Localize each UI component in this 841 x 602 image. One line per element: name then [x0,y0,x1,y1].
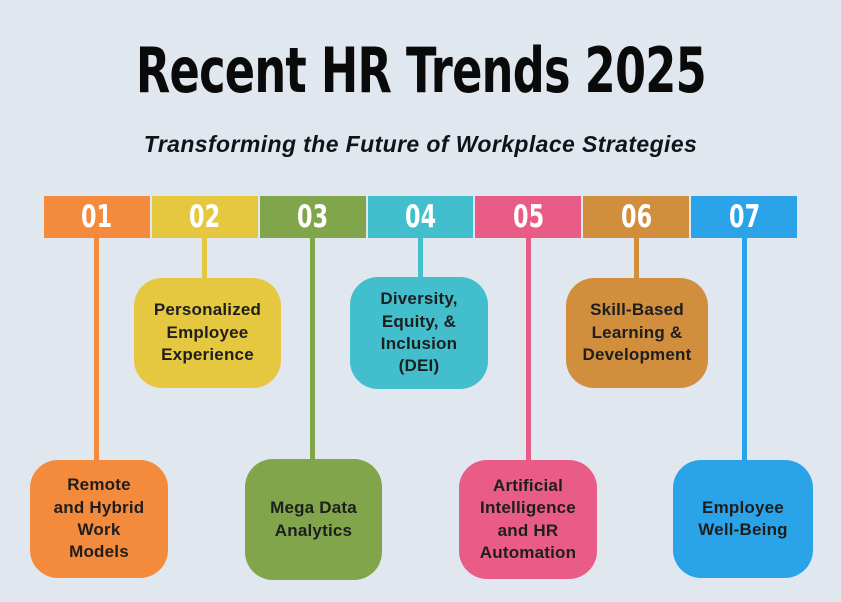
trend-card-label: Employee Well-Being [698,497,788,539]
bar-segment-05: 05 [475,196,582,238]
segment-number-06: 06 [620,199,652,235]
connector-line-04 [418,238,423,277]
connector-line-07 [742,238,747,460]
page-title-text: Recent HR Trends 2025 [135,34,706,107]
trend-card-label: Mega Data Analytics [270,498,357,540]
bar-segment-04: 04 [367,196,474,238]
bar-segment-03: 03 [259,196,366,238]
trend-card-label: Personalized Employee Experience [153,300,262,365]
trend-card-label: Diversity, Equity, & Inclusion (DEI) [380,289,458,376]
trend-card-skill-based-learning: Skill-Based Learning & Development [566,278,708,388]
segment-number-01: 01 [81,199,113,235]
bar-segment-02: 02 [151,196,258,238]
page-title: Recent HR Trends 2025 [0,38,841,103]
segment-number-04: 04 [404,199,437,235]
bar-segment-06: 06 [583,196,690,238]
trend-card-personalized-experience: Personalized Employee Experience [134,278,281,388]
bar-segment-07: 07 [691,196,798,238]
trend-card-mega-data-analytics: Mega Data Analytics [245,459,382,580]
connector-line-02 [202,238,207,278]
trend-number-bar: 01 02 03 04 05 06 07 [44,196,798,238]
connector-line-01 [94,238,99,460]
trend-card-remote-hybrid-work: Remote and Hybrid Work Models [30,460,168,578]
trend-card-employee-well-being: Employee Well-Being [673,460,813,578]
segment-number-03: 03 [297,199,329,235]
segment-number-02: 02 [189,199,221,235]
trend-card-dei: Diversity, Equity, & Inclusion (DEI) [350,277,488,389]
bar-segment-01: 01 [44,196,150,238]
trend-card-label: Skill-Based Learning & Development [582,300,692,365]
trend-card-label: Remote and Hybrid Work Models [53,475,145,562]
page-subtitle: Transforming the Future of Workplace Str… [143,131,698,157]
trend-card-label: Artificial Intelligence and HR Automatio… [479,475,577,562]
connector-line-03 [310,238,315,459]
trend-card-ai-hr-automation: Artificial Intelligence and HR Automatio… [459,460,597,579]
segment-number-07: 07 [728,199,760,235]
connector-line-06 [634,238,639,278]
segment-number-05: 05 [512,199,544,235]
connector-line-05 [526,238,531,460]
